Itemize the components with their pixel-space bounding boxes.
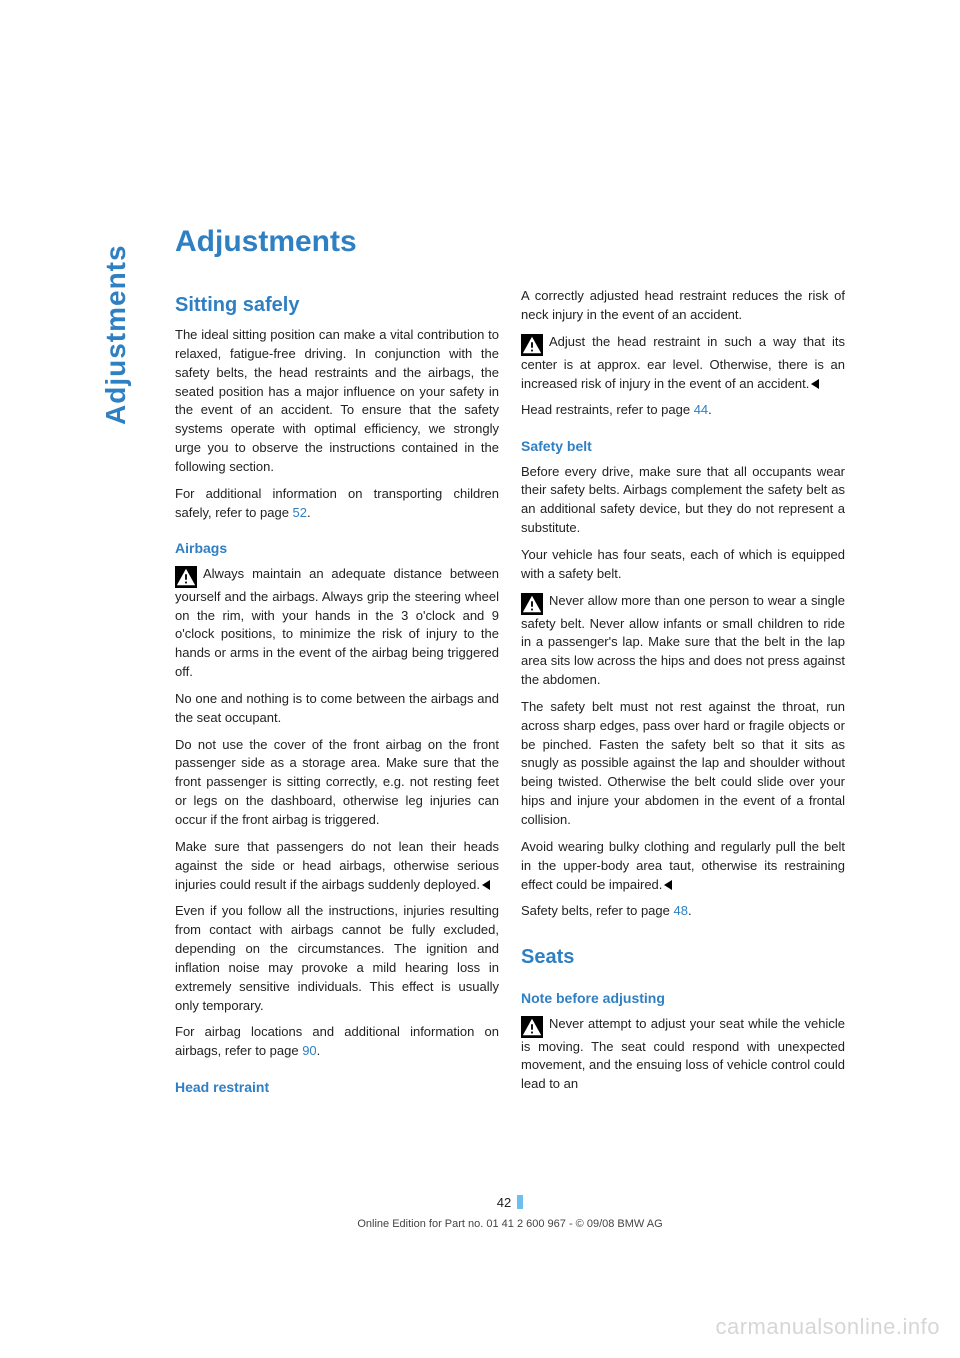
warning-text: Make sure that passengers do not lean th… [175, 838, 499, 895]
text-fragment: Always maintain an adequate distance bet… [175, 566, 499, 679]
warning-text: The safety belt must not rest against th… [521, 698, 845, 830]
text-fragment: . [307, 505, 311, 520]
heading-safety-belt: Safety belt [521, 436, 845, 456]
end-mark-icon [482, 880, 490, 890]
warning-text: Avoid wearing bulky clothing and regular… [521, 838, 845, 895]
text-fragment: Head restraints, refer to page [521, 402, 694, 417]
body-text: For additional information on transporti… [175, 485, 499, 523]
text-fragment: Avoid wearing bulky clothing and regular… [521, 839, 845, 892]
page-ref-link[interactable]: 90 [302, 1043, 316, 1058]
page-ref-link[interactable]: 52 [293, 505, 307, 520]
body-text: For airbag locations and additional info… [175, 1023, 499, 1061]
page-number: 42 [497, 1195, 517, 1210]
footer-text: Online Edition for Part no. 01 41 2 600 … [175, 1218, 845, 1230]
heading-sitting-safely: Sitting safely [175, 291, 499, 320]
page-content: Adjustments Sitting safely The ideal sit… [175, 225, 845, 1103]
heading-seats: Seats [521, 943, 845, 972]
warning-text: Never attempt to adjust your seat while … [521, 1015, 845, 1095]
page-ref-link[interactable]: 48 [673, 903, 687, 918]
warning-icon [521, 593, 543, 615]
body-text: Safety belts, refer to page 48. [521, 902, 845, 921]
text-fragment: Never allow more than one person to wear… [521, 593, 845, 688]
body-text: A correctly adjusted head restraint redu… [521, 287, 845, 325]
body-text: The ideal sitting position can make a vi… [175, 326, 499, 477]
warning-icon [521, 334, 543, 356]
text-fragment: . [708, 402, 712, 417]
end-mark-icon [664, 880, 672, 890]
heading-airbags: Airbags [175, 538, 499, 558]
warning-text: Adjust the head restraint in such a way … [521, 333, 845, 394]
page-ref-link[interactable]: 44 [694, 402, 708, 417]
page-number-bar [517, 1195, 523, 1209]
text-fragment: Make sure that passengers do not lean th… [175, 839, 499, 892]
warning-text: Always maintain an adequate distance bet… [175, 565, 499, 682]
body-text: Before every drive, make sure that all o… [521, 463, 845, 538]
chapter-title: Adjustments [175, 225, 845, 259]
body-columns: Sitting safely The ideal sitting positio… [175, 287, 845, 1103]
body-text: Even if you follow all the instructions,… [175, 902, 499, 1015]
heading-head-restraint: Head restraint [175, 1077, 499, 1097]
page-number-block: 42 [175, 1195, 845, 1210]
text-fragment: Adjust the head restraint in such a way … [521, 334, 845, 391]
warning-text: Never allow more than one person to wear… [521, 592, 845, 690]
warning-text: No one and nothing is to come between th… [175, 690, 499, 728]
text-fragment: . [688, 903, 692, 918]
warning-icon [521, 1016, 543, 1038]
body-text: Head restraints, refer to page 44. [521, 401, 845, 420]
text-fragment: . [317, 1043, 321, 1058]
text-fragment: For additional information on transporti… [175, 486, 499, 520]
body-text: Your vehicle has four seats, each of whi… [521, 546, 845, 584]
side-tab-label: Adjustments [100, 225, 140, 425]
text-fragment: Safety belts, refer to page [521, 903, 673, 918]
warning-text: Do not use the cover of the front airbag… [175, 736, 499, 830]
watermark: carmanualsonline.info [715, 1314, 940, 1340]
text-fragment: For airbag locations and additional info… [175, 1024, 499, 1058]
end-mark-icon [811, 379, 819, 389]
warning-icon [175, 566, 197, 588]
text-fragment: Never attempt to adjust your seat while … [521, 1016, 845, 1092]
heading-note-before-adjusting: Note before adjusting [521, 988, 845, 1008]
